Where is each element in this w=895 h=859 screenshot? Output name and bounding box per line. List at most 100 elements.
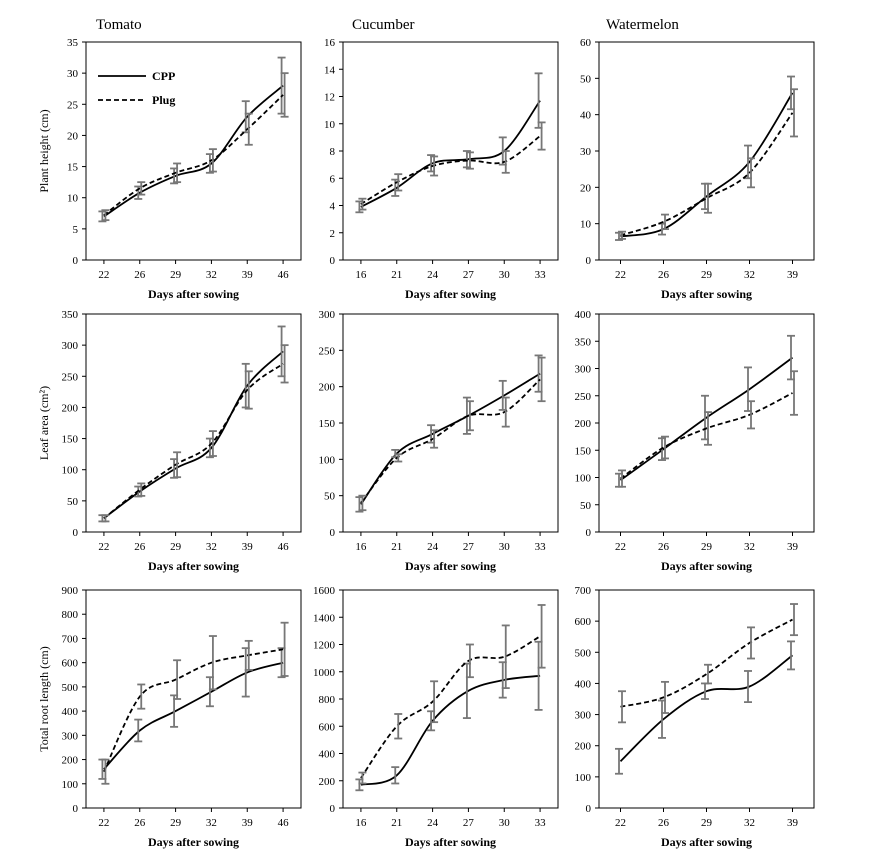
x-tick-label: 24 [427,541,439,553]
y-tick-label: 4 [330,201,336,213]
y-tick-label: 300 [575,710,592,722]
y-tick-label: 100 [62,465,79,477]
x-tick-label: 27 [463,541,475,553]
y-tick-label: 1600 [313,585,336,597]
x-tick-label: 32 [744,269,755,281]
y-tick-label: 400 [62,706,79,718]
y-tick-label: 8 [330,146,336,158]
x-tick-label: 26 [134,269,146,281]
series-line-cpp [620,92,794,238]
plot-frame [598,41,815,261]
y-tick-label: 200 [575,418,592,430]
y-tick-label: 250 [62,371,79,383]
y-tick-label: 150 [62,434,79,446]
y-tick-label: 30 [580,146,592,158]
x-tick-label: 16 [355,269,367,281]
y-tick-label: 250 [319,345,336,357]
panel-cucumber-3: 0 200 400 600 800 1000 1200 1400 1600 16 21 24 27 30 3… [313,585,559,849]
series-line-plug [620,112,794,237]
series-line-cpp [103,661,284,770]
column-title-cucumber: Cucumber [352,17,414,33]
x-tick-label: 39 [242,269,254,281]
x-tick-label: 22 [615,817,626,829]
y-tick-label: 12 [324,92,335,104]
x-tick-label: 27 [463,269,475,281]
y-tick-label: 16 [324,37,336,49]
y-tick-label: 200 [62,755,79,767]
y-tick-label: 30 [67,68,79,80]
y-tick-label: 50 [324,491,336,503]
y-tick-label: 15 [67,162,79,174]
y-tick-label: 100 [62,779,79,791]
x-axis-label: Days after sowing [661,559,752,573]
y-tick-label: 20 [67,130,79,142]
plot-frame [598,313,815,533]
y-tick-label: 0 [73,255,79,267]
panel-tomato-1: 0 5 10 15 20 25 30 35 22 26 29 32 39 46 Days after sow… [37,37,302,301]
x-axis-label: Days after sowing [661,835,752,849]
x-axis-label: Days after sowing [405,287,496,301]
x-axis-label: Days after sowing [661,287,752,301]
y-tick-label: 800 [319,694,336,706]
y-tick-label: 200 [319,382,336,394]
y-tick-label: 100 [575,772,592,784]
series-line-cpp [103,350,284,520]
x-tick-label: 21 [391,541,402,553]
y-tick-label: 150 [575,445,592,457]
y-tick-label: 1000 [313,667,336,679]
x-tick-label: 16 [355,817,367,829]
series-line-plug [103,648,284,773]
series-line-cpp [360,100,541,208]
column-title-watermelon: Watermelon [606,17,679,33]
x-tick-label: 39 [242,817,254,829]
x-tick-label: 16 [355,541,367,553]
x-tick-label: 26 [658,541,670,553]
y-tick-label: 0 [586,527,592,539]
series-line-plug [103,94,284,216]
y-tick-label: 350 [62,309,79,321]
x-tick-label: 32 [206,817,217,829]
series-line-plug [619,392,793,480]
y-tick-label: 10 [580,219,592,231]
y-tick-label: 500 [575,647,592,659]
x-tick-label: 27 [463,817,475,829]
x-tick-label: 39 [242,541,254,553]
y-tick-label: 0 [73,803,79,815]
x-tick-label: 32 [744,541,755,553]
legend-label-plug: Plug [152,93,175,107]
series-line-plug [103,363,284,520]
plot-frame [342,41,559,261]
y-tick-label: 50 [580,500,592,512]
y-tick-label: 300 [319,309,336,321]
y-axis-label: Leaf area (cm²) [37,386,51,460]
y-tick-label: 50 [580,73,592,85]
y-tick-label: 600 [62,658,79,670]
x-tick-label: 21 [391,269,402,281]
y-tick-label: 400 [575,309,592,321]
x-tick-label: 26 [658,269,670,281]
column-title-tomato: Tomato [96,17,142,33]
x-tick-label: 22 [615,541,626,553]
y-tick-label: 0 [586,803,592,815]
plot-frame [85,313,302,533]
x-tick-label: 46 [278,541,290,553]
x-tick-label: 32 [206,541,217,553]
y-tick-label: 400 [319,749,336,761]
series-line-cpp [360,372,541,505]
y-tick-label: 35 [67,37,79,49]
x-tick-label: 32 [744,817,755,829]
panel-tomato-3: 0 100 200 300 400 500 600 700 800 900 22 26 29 32 39 46… [37,585,302,849]
legend-label-cpp: CPP [152,69,175,83]
x-tick-label: 22 [98,541,109,553]
x-axis-label: Days after sowing [405,559,496,573]
x-tick-label: 24 [427,269,439,281]
y-tick-label: 200 [575,741,592,753]
y-tick-label: 600 [319,721,336,733]
x-tick-label: 39 [787,269,799,281]
x-tick-label: 29 [170,817,182,829]
series-line-cpp [619,356,794,481]
x-tick-label: 22 [98,269,109,281]
y-tick-label: 1400 [313,612,336,624]
